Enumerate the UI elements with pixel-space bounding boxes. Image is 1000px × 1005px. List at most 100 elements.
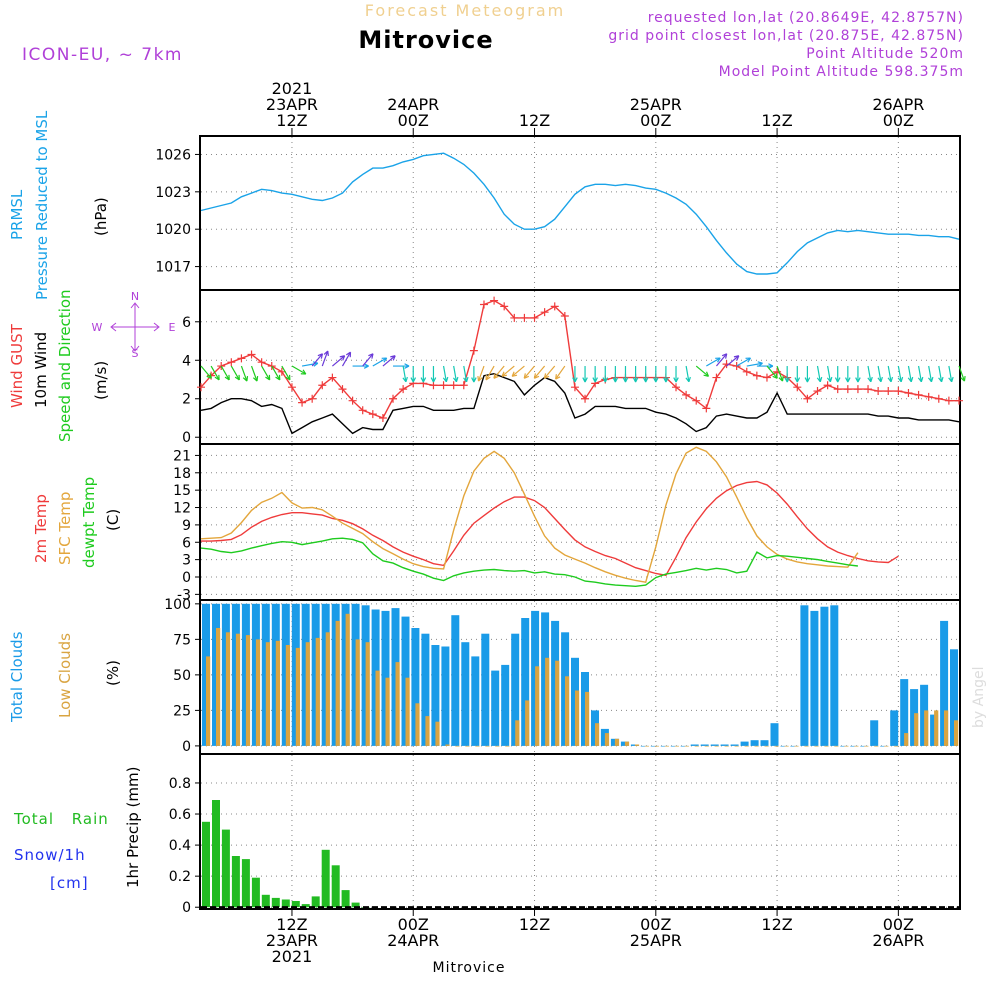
clouds-bar-low_clouds	[644, 745, 649, 747]
precipitation-bar-rain	[331, 865, 340, 908]
wind-gust-marker	[682, 390, 691, 399]
top-time-label: 00Z	[640, 111, 671, 130]
clouds-bar-low_clouds	[674, 745, 679, 747]
pressure-ytick-label: 1023	[155, 185, 191, 201]
wind-arrow-head	[816, 376, 823, 383]
bottom-time-label: 12Z	[276, 915, 307, 934]
clouds-bar-total_clouds	[900, 679, 909, 746]
clouds-ytick-label: 0	[182, 739, 191, 755]
wind-arrow-head	[834, 377, 841, 383]
clouds-bar-low_clouds	[714, 745, 719, 747]
wind-arrow-head	[252, 376, 259, 382]
clouds-bar-low_clouds	[525, 700, 530, 746]
temperature-labels: 2m Temp SFC Temp dewpt Temp (C)	[32, 477, 122, 568]
temperature-series-dewpt	[200, 537, 858, 588]
wind-arrow-head	[855, 377, 861, 383]
wind-gust-marker	[318, 381, 327, 390]
top-time-label: 26APR	[872, 95, 924, 114]
precipitation-ytick-label: 0.6	[169, 807, 191, 823]
clouds-bar-total_clouds	[511, 633, 520, 746]
compass-n: N	[131, 290, 139, 303]
bottom-time-label: 24APR	[387, 931, 439, 950]
clouds-bar-low_clouds	[245, 635, 251, 746]
wind-gust-marker	[510, 313, 519, 322]
clouds-bar-total_clouds	[820, 606, 829, 746]
precip-labels: Total Rain Snow/1h [cm] 1hr Precip (mm)	[13, 767, 142, 892]
clouds-bar-low_clouds	[904, 733, 909, 746]
clouds-bar-low_clouds	[395, 662, 400, 746]
clouds-bar-low_clouds	[654, 745, 659, 747]
clouds-bar-total_clouds	[800, 605, 809, 746]
wind-arrow-head	[887, 376, 894, 383]
bottom-time-label: 23APR	[266, 931, 318, 950]
precipitation-bar-rain	[221, 829, 230, 908]
precipitation-bar-rain	[341, 890, 350, 908]
wind-arrow	[816, 365, 821, 382]
clouds-bar-low_clouds	[734, 745, 739, 747]
clouds-bar-low_clouds	[365, 642, 370, 746]
clouds-bar-total_clouds	[870, 720, 879, 746]
wind-arrow-head	[652, 377, 659, 383]
station-title: Mitrovice	[358, 26, 493, 54]
wind-gust-marker	[934, 394, 943, 403]
clouds-bar-low_clouds	[854, 745, 859, 747]
wind-arrow-head	[745, 357, 752, 363]
wind-arrow-head	[206, 373, 212, 379]
wind-gust-marker	[237, 354, 246, 363]
pressure-ytick-label: 1026	[155, 147, 191, 163]
wind-arrow-head	[543, 373, 550, 379]
precipitation-ytick-label: 0.8	[169, 776, 191, 792]
total-clouds-label: Total Clouds	[8, 631, 26, 723]
point-altitude: Point Altitude 520m	[806, 46, 964, 62]
wind-gust-marker	[803, 394, 812, 403]
clouds-bar-total_clouds	[950, 649, 958, 746]
clouds-bar-low_clouds	[684, 745, 689, 747]
axis-layer: 10171020102310260246-3036912151821025507…	[155, 79, 924, 966]
wind-gust-marker	[570, 383, 579, 392]
clouds-bar-total_clouds	[740, 741, 749, 746]
wind-arrow-head	[592, 377, 598, 383]
bottom-time-label: 00Z	[640, 915, 671, 934]
wind-arrow-head	[632, 377, 639, 383]
temperature-ytick-label: -3	[177, 587, 191, 603]
clouds-bar-low_clouds	[515, 720, 520, 746]
clouds-bar-low_clouds	[934, 710, 939, 746]
wind-gust-marker	[439, 381, 448, 390]
clouds-bar-low_clouds	[305, 642, 310, 746]
clouds-ytick-label: 25	[173, 703, 191, 719]
model-point-altitude: Model Point Altitude 598.375m	[719, 64, 964, 80]
wind-arrow	[200, 365, 212, 379]
temperature-series-sfc	[200, 446, 859, 583]
wind-gust-marker	[378, 413, 387, 422]
wind-gust-marker	[550, 302, 559, 311]
clouds-bar-low_clouds	[495, 745, 500, 747]
wind-arrow-head	[323, 350, 329, 357]
temp-unit: (C)	[104, 509, 122, 531]
clouds-bar-low_clouds	[914, 713, 919, 746]
precipitation-ytick-label: 0	[182, 900, 191, 916]
wind-gust-marker	[843, 385, 852, 394]
wind-arrow	[523, 365, 535, 379]
temp-2m-label: 2m Temp	[32, 494, 50, 563]
wind-arrow-head	[402, 376, 408, 383]
wind-arrow	[877, 365, 882, 382]
clouds-bar-low_clouds	[924, 710, 929, 746]
wind-gust-marker	[197, 383, 205, 392]
wind-arrow-head	[285, 374, 291, 381]
wind-arrow	[301, 362, 318, 367]
precipitation-bar-rain	[351, 902, 360, 908]
top-time-label: 12Z	[519, 111, 550, 130]
clouds-bar-low_clouds	[585, 691, 590, 746]
clouds-bar-low_clouds	[435, 721, 440, 746]
wind-arrow-head	[242, 376, 249, 382]
clouds-bar-total_clouds	[770, 723, 779, 746]
wind-arrow-head	[511, 371, 518, 377]
clouds-bar-low_clouds	[575, 690, 580, 746]
wind-arrow	[766, 365, 778, 379]
clouds-bar-low_clouds	[944, 710, 949, 746]
clouds-bar-low_clouds	[355, 639, 360, 746]
wind-arrow	[887, 365, 892, 382]
grid-point-lonlat: grid point closest lon,lat (20.875E, 42.…	[608, 28, 964, 44]
wind-arrow-head	[300, 369, 307, 375]
